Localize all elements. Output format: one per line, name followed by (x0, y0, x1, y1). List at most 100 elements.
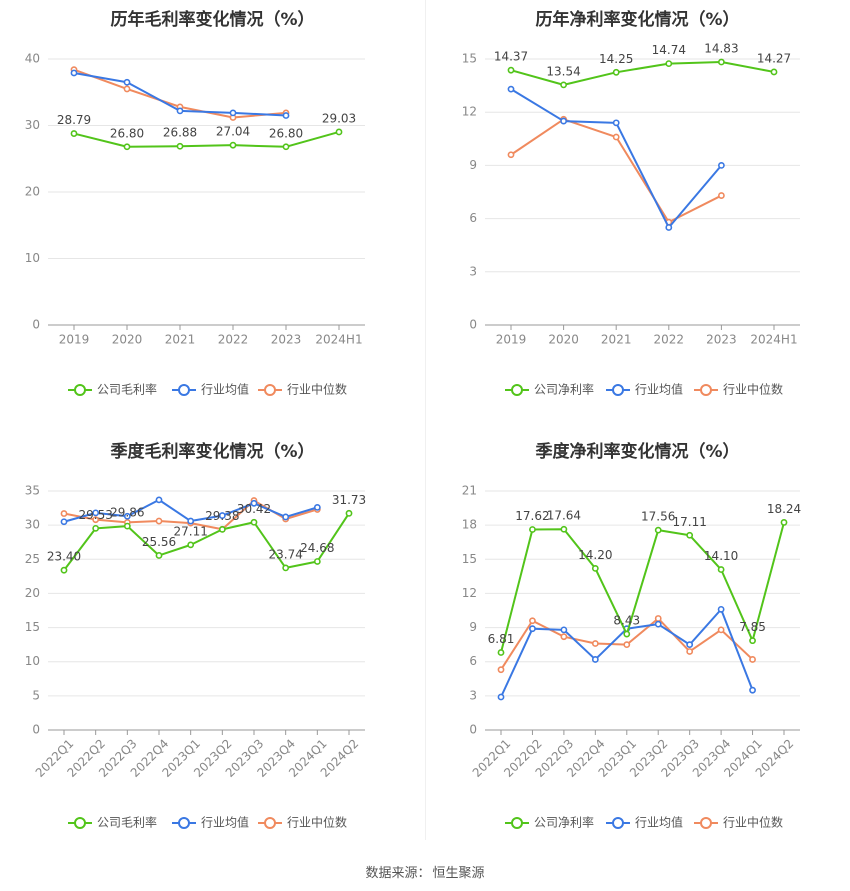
data-point-industry-median (717, 192, 725, 199)
data-point-company (497, 649, 505, 656)
data-label: 17.56 (641, 510, 675, 524)
data-point-industry-median (60, 510, 68, 517)
data-label: 24.68 (300, 541, 334, 555)
x-tick-label: 2020 (112, 333, 143, 347)
data-point-industry-median (529, 617, 536, 625)
legend-label-industry-avg: 行业均值 (635, 382, 683, 397)
data-label: 23.74 (268, 547, 302, 561)
data-label: 25.56 (142, 535, 176, 549)
data-point-industry-median (92, 516, 100, 524)
y-tick-label: 20 (25, 185, 40, 199)
data-point-industry-median (612, 133, 620, 141)
data-point-company (654, 526, 662, 534)
data-point-company (123, 522, 131, 530)
data-label: 14.27 (757, 51, 791, 65)
y-tick-label: 6 (469, 654, 477, 668)
chart-quarterly-net-margin: 季度净利率变化情况（%）0369121518212022Q12022Q22022… (462, 441, 801, 830)
data-point-company (560, 81, 567, 89)
legend-label-company: 公司净利率 (534, 382, 594, 397)
data-point-company (282, 564, 290, 572)
data-point-industry-avg (749, 686, 756, 694)
data-point-industry-avg (218, 512, 226, 519)
y-tick-label: 30 (25, 518, 40, 532)
data-label: 13.54 (546, 64, 580, 78)
data-label: 14.37 (494, 50, 528, 64)
chart-title: 季度毛利率变化情况（%） (110, 441, 314, 462)
x-tick-label: 2022 (654, 333, 685, 347)
data-point-industry-avg (560, 117, 567, 125)
legend-label-industry-median: 行业中位数 (723, 382, 783, 397)
legend-marker-industry-median (700, 384, 712, 396)
data-point-industry-avg (123, 78, 131, 86)
data-point-company (686, 531, 694, 539)
data-point-industry-avg (497, 693, 505, 701)
chart-quarterly-gross-margin: 季度毛利率变化情况（%）051015202530352022Q12022Q220… (25, 441, 366, 830)
data-point-company (749, 637, 756, 645)
data-label: 29.86 (110, 506, 144, 520)
data-point-industry-avg (70, 69, 78, 77)
data-point-company (155, 552, 163, 559)
x-tick-label: 2022 (218, 333, 249, 347)
data-label: 17.11 (672, 515, 706, 529)
legend-marker-industry-avg (612, 817, 624, 829)
legend-marker-industry-median (700, 817, 712, 829)
data-point-industry-median (155, 517, 163, 525)
data-point-industry-median (717, 626, 725, 634)
data-point-industry-median (507, 151, 515, 159)
y-tick-label: 0 (469, 318, 477, 332)
legend-marker-company (74, 384, 86, 396)
y-tick-label: 10 (25, 654, 40, 668)
data-label: 18.24 (767, 502, 801, 516)
chart-title: 历年净利率变化情况（%） (535, 9, 739, 30)
data-point-industry-avg (717, 161, 725, 169)
data-point-industry-median (560, 633, 568, 641)
data-label: 30.42 (237, 502, 271, 516)
data-point-company (282, 143, 290, 151)
data-point-industry-median (497, 666, 505, 674)
data-point-industry-avg (123, 512, 131, 520)
legend-marker-industry-median (264, 384, 276, 396)
y-tick-label: 21 (462, 484, 477, 498)
data-label: 26.80 (269, 126, 303, 140)
data-point-industry-avg (176, 107, 184, 115)
y-tick-label: 9 (469, 158, 477, 172)
series-line-company (73, 130, 340, 148)
data-point-company (612, 68, 620, 76)
legend-marker-company (74, 817, 86, 829)
data-source-label: 数据来源： (365, 866, 431, 881)
data-point-industry-median (591, 640, 599, 647)
data-label: 14.74 (652, 43, 686, 57)
data-point-industry-avg (282, 513, 290, 521)
y-tick-label: 15 (25, 620, 40, 634)
chart-panel-quarterly-net-margin: 季度净利率变化情况（%） 0 3 6 9 12 15 18 21 2022Q1 2022Q2 2022… (425, 425, 850, 850)
data-label: 14.20 (578, 548, 612, 562)
data-point-industry-avg (313, 503, 321, 511)
data-point-industry-avg (92, 509, 100, 517)
data-point-industry-avg (60, 518, 68, 526)
data-label: 29.38 (205, 509, 239, 523)
series-line-company (500, 522, 785, 653)
data-label: 29.53 (78, 508, 112, 522)
data-label: 23.40 (47, 550, 81, 564)
x-tick-label: 2024H1 (315, 333, 362, 347)
data-point-company (507, 66, 515, 74)
chart-annual-net-margin: 历年净利率变化情况（%） 0 3 6 9 12 15 2019 2020 2021 2022 2023… (462, 9, 800, 397)
legend-label-company: 公司净利率 (534, 815, 594, 830)
y-tick-label: 9 (469, 620, 477, 634)
data-label: 6.81 (488, 632, 515, 646)
x-tick-label: 2023 (271, 333, 302, 347)
data-point-company (560, 525, 568, 533)
data-label: 31.73 (332, 493, 366, 507)
data-point-company (717, 58, 725, 66)
data-point-company (123, 143, 131, 151)
y-tick-label: 18 (462, 518, 477, 532)
data-point-industry-avg (560, 626, 568, 634)
y-tick-label: 12 (462, 586, 477, 600)
y-tick-label: 6 (469, 211, 477, 225)
data-point-industry-avg (717, 605, 725, 613)
x-tick-label: 2019 (59, 333, 90, 347)
panel-divider (425, 0, 426, 840)
y-tick-label: 15 (462, 52, 477, 66)
data-point-industry-avg (229, 109, 237, 117)
chart-panel-annual-gross-margin: 历年毛利率变化情况（%） 0 10 20 30 40 2019 2020 2021 2022 202… (0, 0, 425, 425)
